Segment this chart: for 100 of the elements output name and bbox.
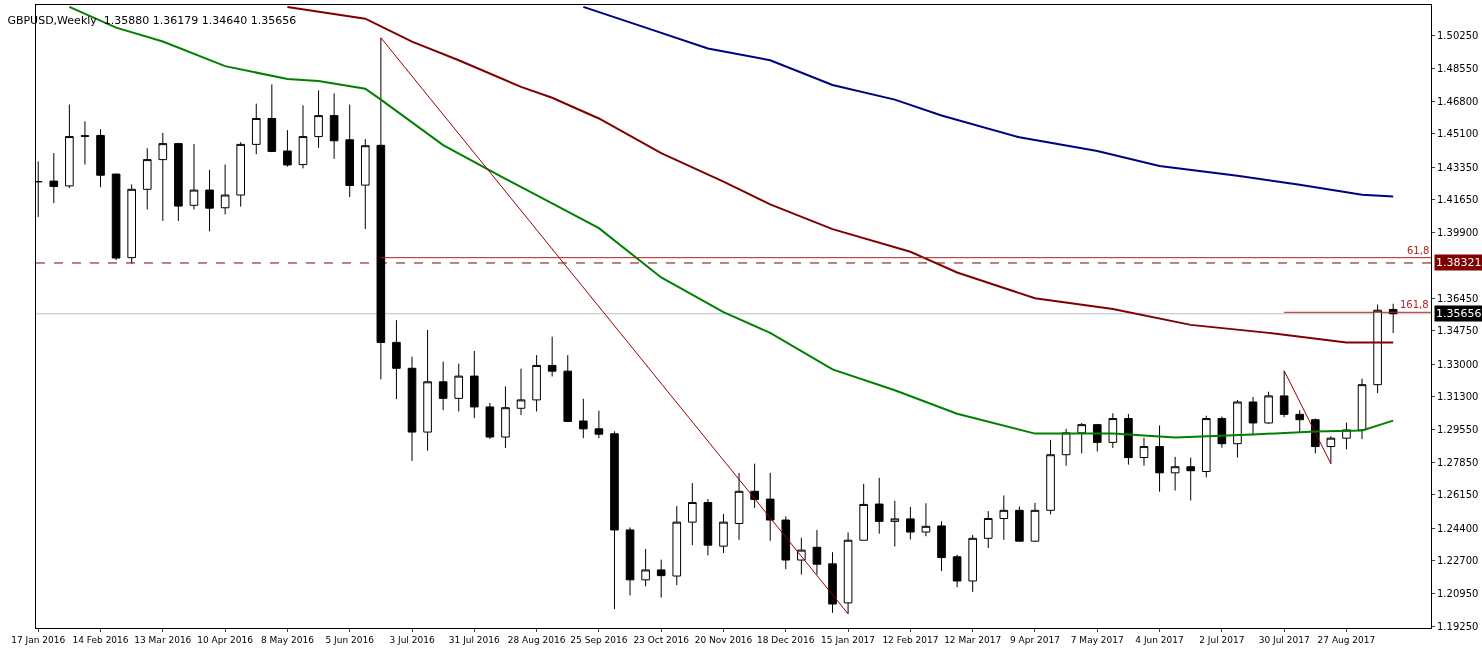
x-tick-label: 15 Jan 2017 xyxy=(821,634,876,645)
candlestick xyxy=(1124,413,1133,466)
candlestick xyxy=(1139,437,1149,467)
y-tick-label: 1.33000 xyxy=(1437,358,1479,370)
candlestick xyxy=(345,104,355,198)
candlestick xyxy=(96,128,105,188)
candlestick xyxy=(1326,435,1336,465)
candlestick xyxy=(127,183,136,264)
candlestick xyxy=(1015,506,1024,542)
candlestick xyxy=(49,152,59,204)
candlestick xyxy=(314,89,323,149)
y-tick-label: 1.41650 xyxy=(1437,194,1479,206)
x-tick-label: 30 Jul 2017 xyxy=(1258,634,1310,645)
candlestick xyxy=(1357,378,1367,440)
y-tick-label: 1.34750 xyxy=(1437,325,1479,337)
candlestick xyxy=(890,500,900,548)
series-label: 61,8 xyxy=(1407,245,1430,256)
candlestick xyxy=(828,551,837,614)
candlestick xyxy=(812,529,822,575)
x-tick-label: 4 Jun 2017 xyxy=(1135,634,1184,645)
candlestick xyxy=(594,410,604,439)
candlestick xyxy=(267,83,277,153)
candlestick xyxy=(1108,412,1118,449)
candlestick xyxy=(952,554,962,588)
candlestick xyxy=(485,402,495,440)
candlestick xyxy=(174,142,183,222)
candlestick xyxy=(1155,424,1164,493)
candlestick xyxy=(1046,439,1055,515)
y-tick-label: 1.46800 xyxy=(1437,96,1479,108)
candlestick xyxy=(781,515,791,570)
candlestick xyxy=(283,129,292,168)
candlestick xyxy=(547,336,557,377)
candlestick xyxy=(765,472,775,542)
candlestick xyxy=(1295,409,1305,434)
candlestick xyxy=(750,463,759,509)
candlestick xyxy=(1264,391,1273,425)
candlestick xyxy=(688,482,697,546)
y-tick-label: 1.45100 xyxy=(1437,128,1479,140)
candlestick xyxy=(703,498,713,556)
candlestick xyxy=(469,350,479,419)
candlestick xyxy=(921,502,931,537)
x-tick-label: 7 May 2017 xyxy=(1070,634,1124,645)
x-tick-label: 2 Jul 2017 xyxy=(1199,634,1245,645)
x-tick-label: 10 Apr 2016 xyxy=(197,634,254,645)
candlestick xyxy=(80,120,90,166)
candlestick xyxy=(220,164,230,215)
y-tick-label: 1.20950 xyxy=(1437,588,1479,600)
x-tick-label: 8 May 2016 xyxy=(260,634,315,645)
candlestick xyxy=(1217,415,1227,449)
candlestick xyxy=(298,104,308,169)
candlestick xyxy=(1170,456,1180,492)
x-tick-label: 25 Sep 2016 xyxy=(570,634,628,645)
candlestick xyxy=(423,329,432,452)
candlestick xyxy=(501,385,510,449)
candlestick xyxy=(610,430,619,610)
candlestick xyxy=(1233,399,1242,459)
candlestick xyxy=(843,531,853,615)
candlestick xyxy=(859,483,868,541)
y-tick-label: 1.24400 xyxy=(1437,522,1479,534)
candlestick xyxy=(1248,396,1258,436)
candlestick xyxy=(516,368,526,416)
candlestick xyxy=(1061,428,1071,467)
y-tick-label: 1.43350 xyxy=(1437,161,1479,173)
x-tick-label: 28 Aug 2016 xyxy=(507,634,566,645)
x-tick-label: 9 Apr 2017 xyxy=(1010,634,1060,645)
x-tick-label: 20 Nov 2016 xyxy=(694,634,753,645)
y-tick-label: 1.27850 xyxy=(1437,456,1479,468)
candlestick xyxy=(1388,303,1398,334)
y-tick-label: 1.48550 xyxy=(1437,62,1479,74)
candlestick xyxy=(656,559,666,599)
candlestick xyxy=(719,513,728,554)
y-tick-label: 1.50250 xyxy=(1437,30,1479,42)
candlestick xyxy=(158,132,168,222)
x-tick-label: 13 Mar 2016 xyxy=(134,634,192,645)
y-tick-label: 1.26150 xyxy=(1437,489,1479,501)
candlestick xyxy=(1373,304,1382,394)
x-tick-label: 14 Feb 2016 xyxy=(72,634,129,645)
candlestick xyxy=(329,92,339,160)
candlestick xyxy=(1030,502,1040,543)
line-series xyxy=(582,5,1395,198)
x-tick-label: 5 Jun 2016 xyxy=(325,634,375,645)
candlestick xyxy=(1201,415,1211,478)
ref-line-label: 1.35656 xyxy=(1436,307,1482,320)
y-tick-label: 1.22700 xyxy=(1437,554,1479,566)
x-tick-label: 3 Jul 2016 xyxy=(389,634,435,645)
candlestick xyxy=(438,361,448,411)
x-tick-label: 23 Oct 2016 xyxy=(633,634,690,645)
candlestick xyxy=(563,354,573,423)
y-tick-label: 1.39900 xyxy=(1437,227,1479,239)
y-tick-label: 1.29550 xyxy=(1437,424,1479,436)
x-tick-label: 31 Jul 2016 xyxy=(448,634,501,645)
y-tick-label: 1.31300 xyxy=(1437,391,1479,403)
candlestick xyxy=(251,103,261,155)
candlestick xyxy=(360,138,370,230)
candlestick xyxy=(376,37,386,380)
candlestick xyxy=(1279,370,1289,418)
y-tick-label: 1.36450 xyxy=(1437,293,1479,305)
candlestick xyxy=(111,173,121,261)
candlestick xyxy=(392,319,401,400)
x-tick-label: 17 Jan 2016 xyxy=(11,634,66,645)
